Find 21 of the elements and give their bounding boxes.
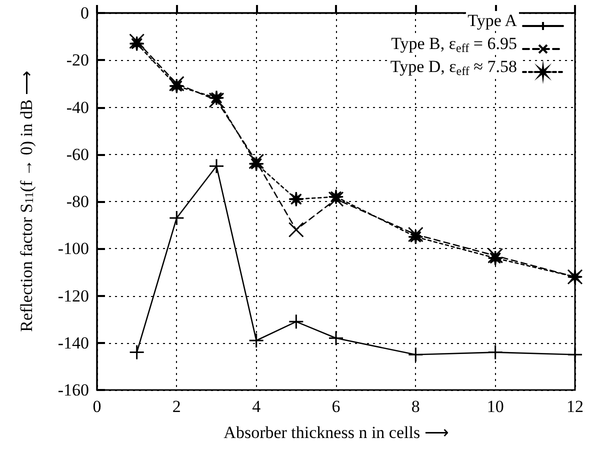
y-tick-label: 0 xyxy=(80,4,89,22)
y-tick-label: -80 xyxy=(66,192,89,211)
x-tick-label: 8 xyxy=(411,397,420,416)
x-tick-label: 2 xyxy=(172,397,181,416)
y-tick-label: -160 xyxy=(58,380,89,400)
y-tick-label: -40 xyxy=(66,98,89,117)
y-tick-label: -120 xyxy=(58,286,89,306)
y-tick-label: -140 xyxy=(58,333,89,352)
y-tick-label: -100 xyxy=(58,239,89,258)
x-tick-label: 12 xyxy=(566,397,584,416)
x-axis-title: Absorber thickness n in cells ⟶ xyxy=(224,423,448,442)
y-tick-label: -60 xyxy=(66,144,89,164)
legend-label: Type A xyxy=(466,11,519,31)
x-tick-label: 10 xyxy=(486,397,504,416)
legend-label: Type B, ε$_{eff}$ = 6.95 xyxy=(389,34,519,55)
legend-label: Type D, ε$_{eff}$ ≈ 7.58 xyxy=(388,57,519,78)
y-axis-title: Reflection factor S11(f → 0) in dB ⟶ xyxy=(17,71,36,332)
x-tick-label: 0 xyxy=(92,397,102,416)
y-tick-label: -20 xyxy=(66,50,89,70)
x-tick-label: 6 xyxy=(332,397,340,416)
x-tick-label: 4 xyxy=(252,397,262,416)
